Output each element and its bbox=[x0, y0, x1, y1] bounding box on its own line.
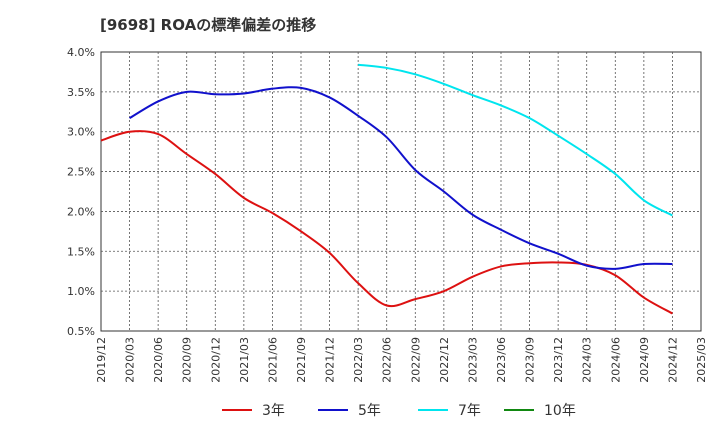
x-tick-label: 2023/03 bbox=[466, 337, 479, 383]
x-tick-label: 2020/09 bbox=[181, 337, 194, 383]
x-tick-label: 2021/06 bbox=[266, 337, 279, 383]
legend-item: 3年 bbox=[222, 400, 285, 420]
legend-item: 5年 bbox=[318, 400, 381, 420]
legend-swatch bbox=[504, 409, 534, 411]
legend-label: 3年 bbox=[262, 403, 285, 419]
legend: 3年 5年 7年 10年 bbox=[0, 400, 720, 430]
x-tick-label: 2022/06 bbox=[381, 337, 394, 383]
x-tick-label: 2024/12 bbox=[666, 337, 679, 383]
legend-swatch bbox=[222, 409, 252, 411]
legend-swatch bbox=[418, 409, 448, 411]
y-tick-label: 0.5% bbox=[67, 325, 95, 338]
legend-item: 10年 bbox=[504, 400, 576, 420]
grid bbox=[100, 51, 702, 332]
x-tick-label: 2023/06 bbox=[495, 337, 508, 383]
chart-title: [9698] ROAの標準偏差の推移 bbox=[100, 16, 317, 34]
legend-item: 7年 bbox=[418, 400, 481, 420]
legend-label: 10年 bbox=[544, 403, 576, 419]
x-tick-label: 2019/12 bbox=[95, 337, 108, 383]
axes: 0.5% 1.0% 1.5% 2.0% 2.5% 3.0% 3.5% 4.0% 2019/12 2… bbox=[67, 46, 708, 383]
y-tick-label: 3.5% bbox=[67, 86, 95, 99]
x-tick-label: 2022/09 bbox=[409, 337, 422, 383]
series-lines bbox=[100, 63, 673, 315]
x-tick-label: 2024/06 bbox=[609, 337, 622, 383]
y-tick-label: 1.0% bbox=[67, 285, 95, 298]
y-tick-label: 3.0% bbox=[67, 126, 95, 139]
y-tick-label: 1.5% bbox=[67, 245, 95, 258]
legend-label: 7年 bbox=[458, 403, 481, 419]
x-tick-label: 2022/12 bbox=[438, 337, 451, 383]
x-tick-label: 2020/06 bbox=[152, 337, 165, 383]
x-tick-label: 2021/12 bbox=[324, 337, 337, 383]
legend-label: 5年 bbox=[358, 403, 381, 419]
x-tick-label: 2025/03 bbox=[695, 337, 708, 383]
y-tick-label: 2.5% bbox=[67, 166, 95, 179]
x-tick-label: 2020/12 bbox=[209, 337, 222, 383]
x-tick-label: 2022/03 bbox=[352, 337, 365, 383]
x-tick-label: 2021/09 bbox=[295, 337, 308, 383]
series-line-1 bbox=[129, 86, 673, 270]
x-tick-label: 2023/09 bbox=[524, 337, 537, 383]
y-tick-label: 4.0% bbox=[67, 46, 95, 59]
x-tick-label: 2021/03 bbox=[238, 337, 251, 383]
plot-frame bbox=[100, 51, 702, 332]
x-tick-label: 2024/03 bbox=[581, 337, 594, 383]
series-line-2 bbox=[358, 63, 673, 217]
y-tick-label: 2.0% bbox=[67, 205, 95, 218]
x-tick-label: 2020/03 bbox=[124, 337, 137, 383]
x-tick-label: 2023/12 bbox=[552, 337, 565, 383]
x-tick-label: 2024/09 bbox=[638, 337, 651, 383]
legend-swatch bbox=[318, 409, 348, 411]
